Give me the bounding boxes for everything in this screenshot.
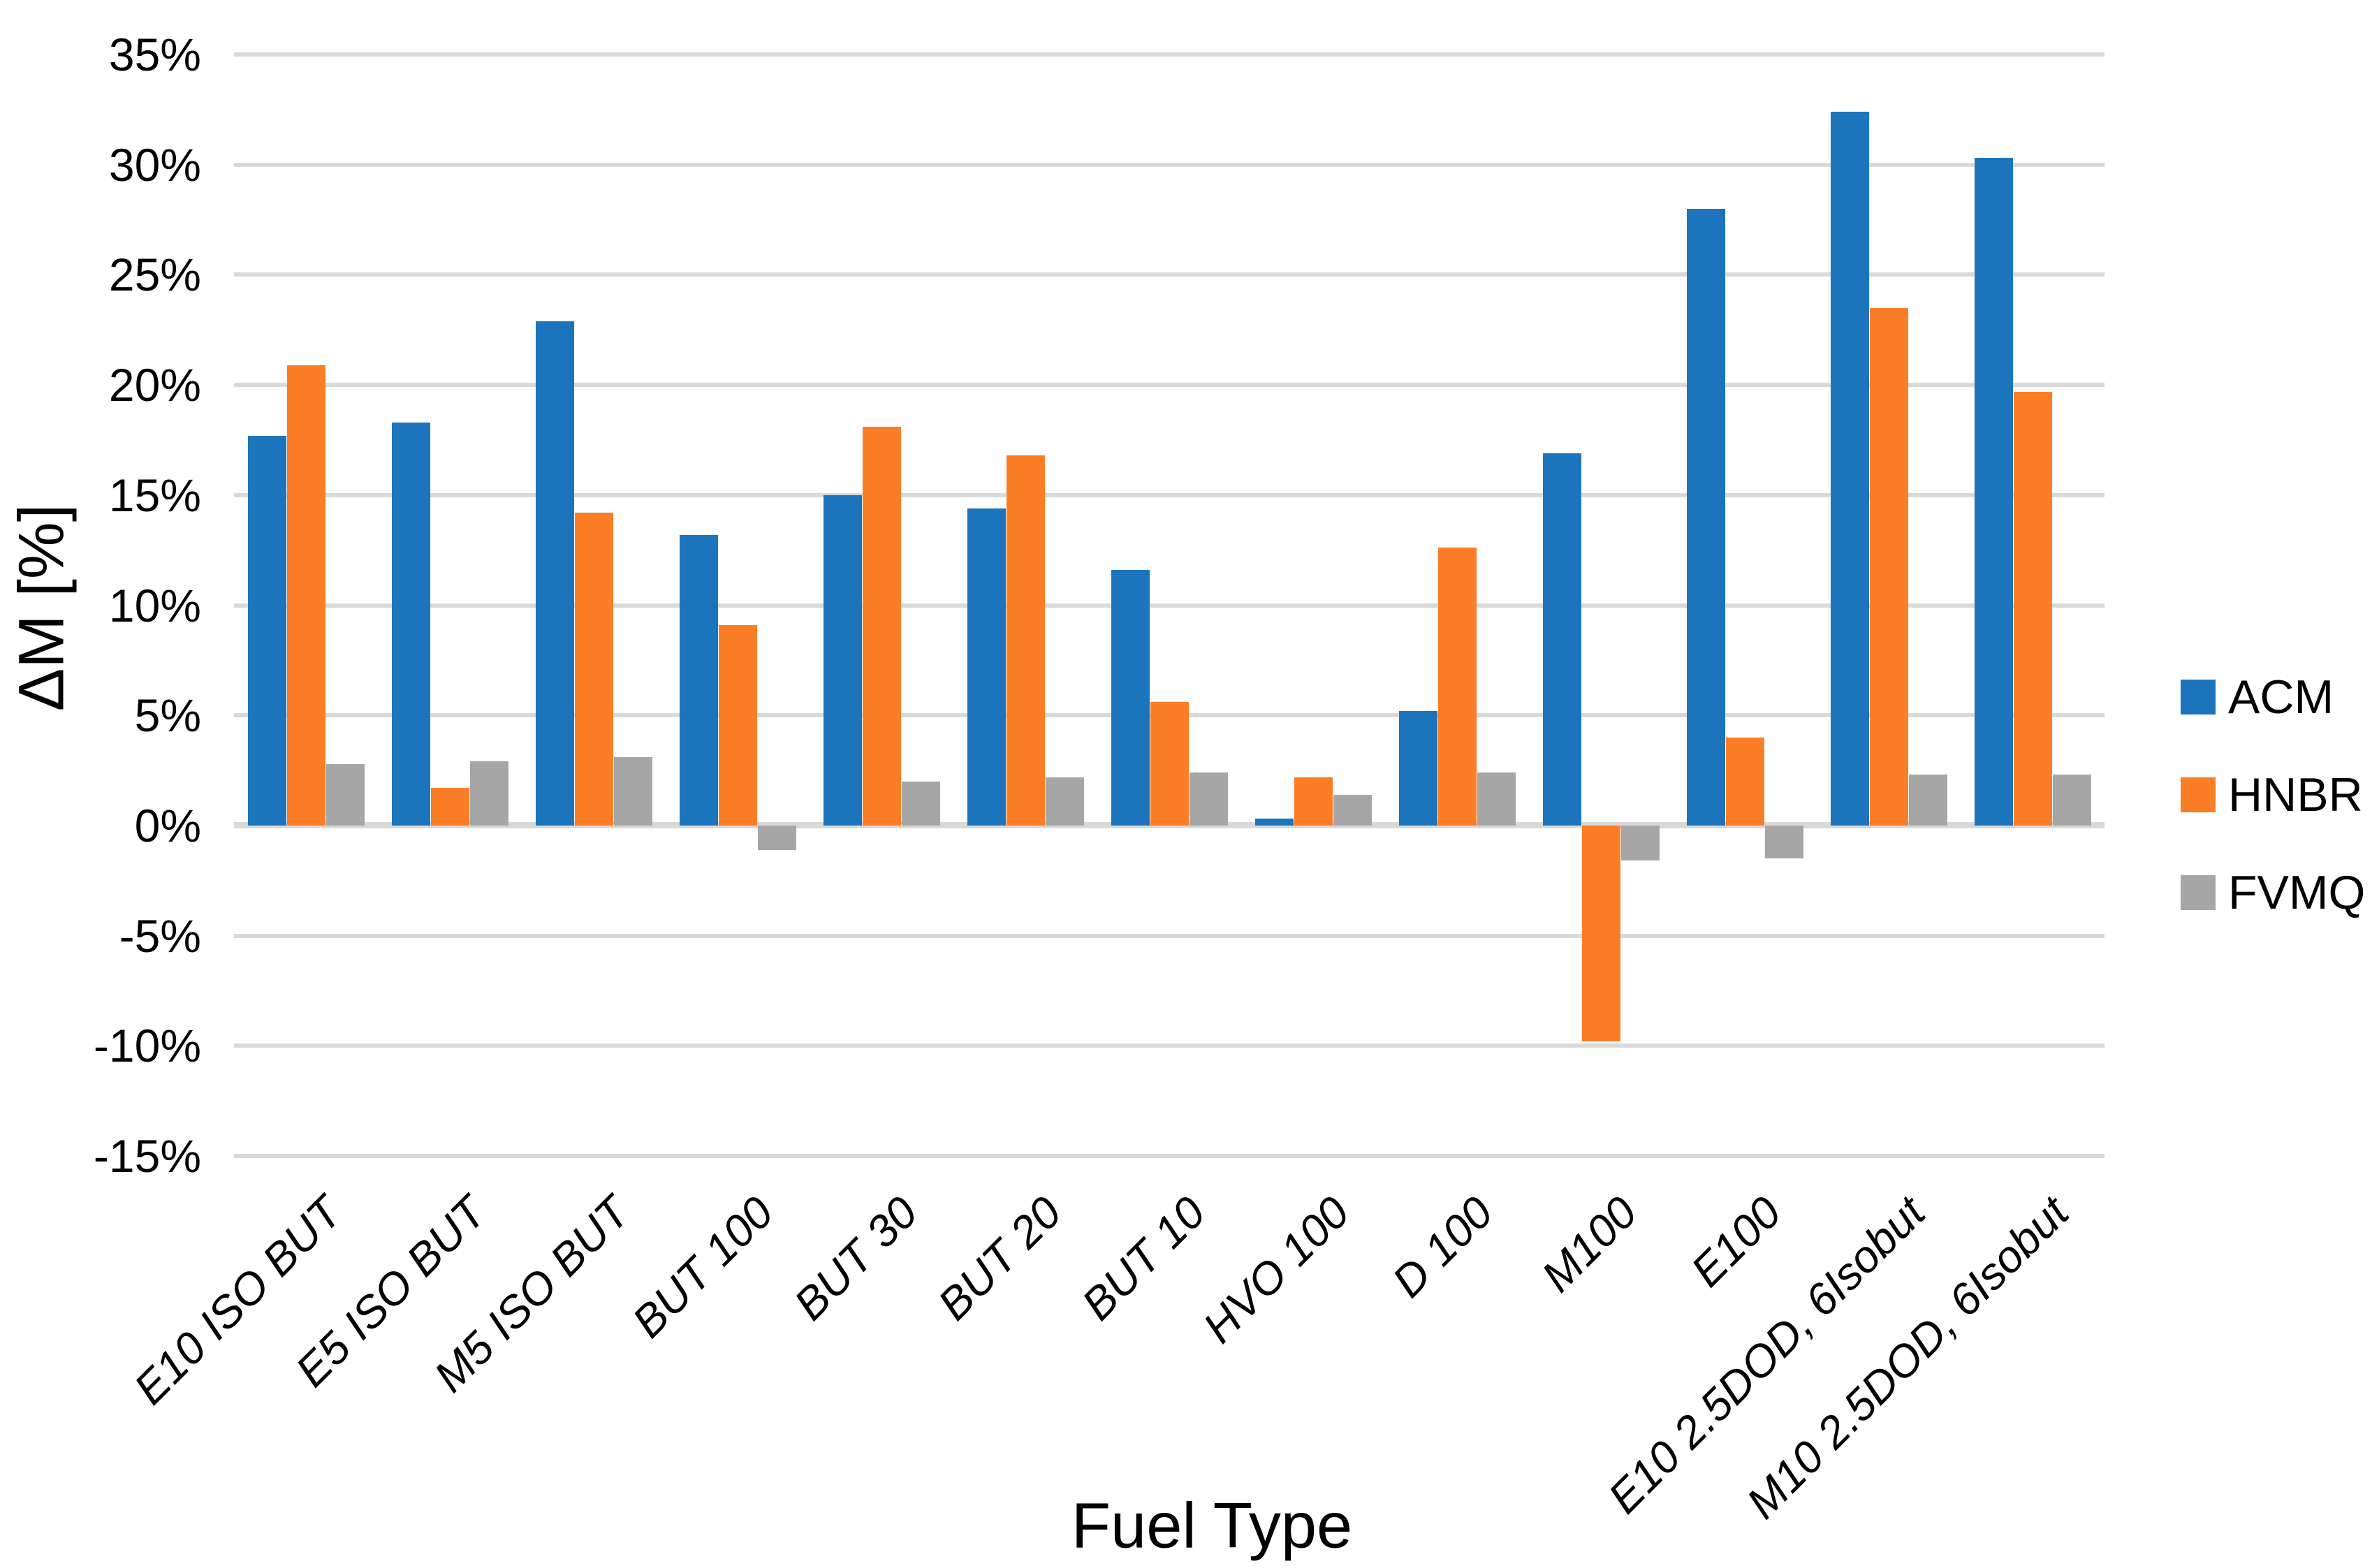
- bar-fvmq: [1045, 777, 1084, 826]
- bar-hnbr: [1725, 737, 1764, 826]
- bar-fvmq: [901, 781, 940, 826]
- bar-acm: [391, 422, 430, 826]
- bar-acm: [1686, 208, 1725, 826]
- bar-acm: [823, 494, 862, 826]
- bar-hnbr: [718, 624, 757, 826]
- legend-item-acm: ACM: [2181, 671, 2365, 724]
- gridline: [234, 383, 2104, 388]
- gridline: [234, 603, 2104, 608]
- bar-fvmq: [613, 757, 652, 826]
- x-category-label: BUT 20: [928, 1187, 1071, 1330]
- legend-item-fvmq: FVMQ: [2181, 866, 2366, 919]
- y-tick-label: 25%: [108, 249, 201, 301]
- legend-label: FVMQ: [2228, 866, 2366, 919]
- x-category-label: BUT 100: [622, 1187, 784, 1347]
- bar-hnbr: [1437, 548, 1477, 826]
- x-axis-title: Fuel Type: [1071, 1490, 1353, 1562]
- legend-label: ACM: [2228, 671, 2334, 724]
- bar-hnbr: [1294, 777, 1333, 826]
- y-tick-label: -10%: [93, 1020, 201, 1072]
- legend-item-hnbr: HNBR: [2181, 768, 2365, 821]
- y-tick-label: 35%: [108, 29, 201, 80]
- gridline: [234, 933, 2104, 938]
- x-category-label: D 100: [1382, 1187, 1503, 1307]
- bar-acm: [1974, 158, 2013, 826]
- bar-acm: [967, 508, 1006, 826]
- x-category-label: M100: [1532, 1187, 1647, 1302]
- y-tick-label: 5%: [134, 689, 201, 742]
- bar-fvmq: [2052, 775, 2091, 826]
- bar-hnbr: [574, 513, 613, 826]
- bar-acm: [1830, 112, 1869, 826]
- bar-hnbr: [430, 788, 469, 826]
- bar-hnbr: [1869, 307, 1908, 826]
- gridline: [234, 492, 2104, 497]
- bar-hnbr: [862, 427, 901, 826]
- bar-acm: [247, 435, 286, 826]
- bar-fvmq: [1764, 825, 1803, 859]
- bar-hnbr: [1150, 702, 1189, 826]
- bar-acm: [1254, 819, 1294, 826]
- bar-hnbr: [2013, 391, 2052, 826]
- y-tick-label: -15%: [93, 1130, 201, 1182]
- bar-fvmq: [1620, 825, 1660, 861]
- y-tick-label: 0%: [134, 799, 201, 851]
- bar-fvmq: [757, 825, 796, 850]
- bar-hnbr: [286, 365, 325, 826]
- legend-label: HNBR: [2228, 768, 2363, 821]
- x-category-label: E100: [1681, 1187, 1791, 1296]
- acm-swatch-icon: [2181, 680, 2216, 715]
- bar-fvmq: [1333, 794, 1372, 826]
- y-tick-label: 10%: [108, 579, 201, 631]
- bar-hnbr: [1006, 455, 1045, 826]
- x-category-label: BUT 10: [1071, 1187, 1215, 1330]
- bar-hnbr: [1581, 825, 1620, 1041]
- gridline: [234, 52, 2104, 57]
- x-category-label: HVO 100: [1193, 1187, 1359, 1353]
- legend: ACM HNBR FVMQ: [2181, 671, 2366, 972]
- gridline: [234, 162, 2104, 167]
- bar-fvmq: [1908, 775, 1947, 826]
- bar-fvmq: [325, 763, 365, 826]
- y-tick-label: 20%: [108, 359, 201, 411]
- gridline: [234, 1043, 2104, 1048]
- bar-acm: [1111, 570, 1150, 826]
- zero-axis-line: [234, 822, 2104, 829]
- gridline: [234, 272, 2104, 277]
- bar-acm: [535, 321, 574, 826]
- bar-acm: [1398, 710, 1437, 826]
- bar-fvmq: [469, 761, 508, 826]
- bar-fvmq: [1477, 772, 1516, 826]
- fvmq-swatch-icon: [2181, 875, 2216, 910]
- hnbr-swatch-icon: [2181, 777, 2216, 812]
- y-tick-label: -5%: [119, 909, 201, 962]
- y-tick-label: 15%: [108, 469, 201, 521]
- bar-acm: [1542, 453, 1581, 826]
- y-tick-label: 30%: [108, 138, 201, 191]
- gridline: [234, 1154, 2104, 1158]
- x-category-label: BUT 30: [784, 1187, 928, 1330]
- bar-acm: [679, 534, 718, 826]
- bar-fvmq: [1189, 772, 1228, 826]
